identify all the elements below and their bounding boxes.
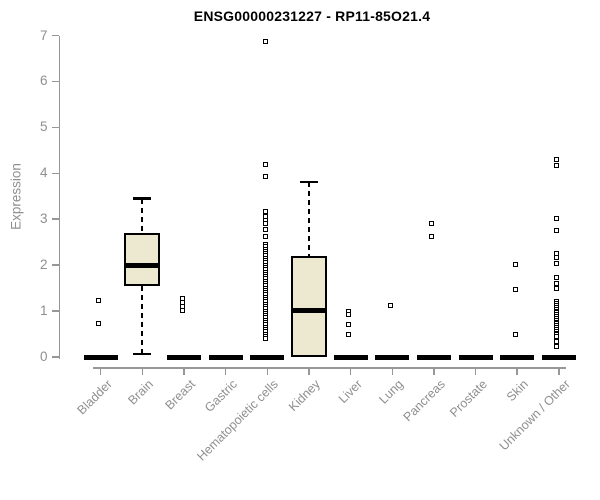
outlier-point (262, 162, 268, 168)
whisker-cap-lower (133, 352, 152, 356)
outlier-point (429, 220, 435, 226)
outlier-point (262, 174, 268, 179)
y-tick-label: 1 (39, 303, 48, 319)
outlier-point (554, 228, 560, 234)
outlier-point (262, 336, 268, 342)
boxplot-median-collapsed (416, 354, 451, 360)
outlier-point (262, 221, 268, 227)
boxplot-box (290, 255, 327, 357)
boxplot-median (290, 307, 327, 313)
outlier-point (179, 307, 185, 313)
outlier-point (554, 163, 560, 169)
boxplot-median-collapsed (458, 354, 493, 360)
boxplot-median-collapsed (208, 354, 243, 360)
boxplot-median-collapsed (500, 354, 535, 360)
x-axis-tick (391, 368, 393, 375)
outlier-point (554, 216, 560, 222)
x-axis-tick (433, 368, 435, 375)
outlier-point (554, 254, 560, 260)
x-axis-label: Unknown / Other (496, 377, 573, 454)
y-axis-tick (52, 264, 59, 266)
outlier-point (262, 234, 268, 240)
outlier-point (554, 260, 560, 266)
outlier-point (554, 344, 560, 350)
outlier-point (512, 286, 518, 292)
outlier-point (96, 298, 102, 304)
chart-title: ENSG00000231227 - RP11-85O21.4 (193, 8, 431, 24)
outlier-point (554, 281, 560, 286)
boxplot-median (124, 262, 161, 268)
boxplot-median-collapsed (375, 354, 410, 360)
outlier-point (512, 262, 518, 268)
y-axis-tick (52, 80, 59, 83)
x-axis-tick (308, 368, 310, 375)
y-tick-label: 7 (39, 27, 48, 43)
whisker-cap-upper (133, 197, 152, 200)
x-axis-tick (183, 368, 185, 375)
outlier-point (554, 334, 560, 340)
boxplot-median-collapsed (541, 354, 576, 360)
x-axis-tick (474, 368, 477, 375)
outlier-point (346, 311, 352, 317)
outlier-point (554, 275, 560, 281)
y-axis-tick (52, 310, 59, 312)
x-axis-tick (516, 368, 518, 375)
whisker-upper (141, 198, 144, 233)
y-tick-label: 4 (39, 165, 48, 181)
boxplot-median-collapsed (333, 354, 368, 360)
outlier-point (262, 208, 268, 214)
y-axis-tick (52, 126, 59, 129)
y-tick-label: 5 (39, 119, 48, 135)
y-tick-label: 6 (39, 73, 48, 89)
boxplot-median-collapsed (83, 354, 118, 360)
y-axis-tick (52, 34, 59, 37)
outlier-point (346, 322, 352, 328)
outlier-point (512, 332, 518, 338)
y-tick-label: 0 (39, 349, 48, 364)
y-axis-tick (52, 218, 59, 220)
outlier-point (554, 339, 560, 345)
y-tick-label: 2 (39, 257, 48, 273)
whisker-cap-upper (299, 180, 318, 184)
y-axis-tick (52, 172, 59, 175)
outlier-point (346, 332, 352, 338)
x-axis-tick (266, 368, 269, 375)
outlier-point (262, 39, 268, 45)
outlier-point (554, 285, 560, 291)
whisker-upper (307, 182, 310, 256)
y-axis-title: Expression (8, 163, 24, 230)
whisker-lower (141, 285, 144, 354)
x-axis-tick (99, 368, 102, 375)
boxplot-median-collapsed (167, 354, 201, 360)
outlier-point (96, 320, 102, 326)
outlier-point (387, 302, 393, 308)
outlier-point (179, 295, 185, 301)
outlier-point (554, 157, 560, 163)
y-axis-tick (52, 356, 59, 358)
outlier-point (262, 227, 268, 233)
x-axis-tick (349, 368, 352, 375)
y-axis-line (58, 35, 61, 359)
x-axis-line (93, 367, 566, 369)
x-axis-tick (224, 368, 227, 375)
y-tick-label: 3 (39, 211, 48, 227)
x-axis-tick (141, 368, 144, 375)
x-axis-tick (558, 368, 560, 375)
boxplot-box (124, 232, 161, 286)
outlier-point (429, 234, 435, 240)
boxplot-median-collapsed (250, 354, 285, 360)
